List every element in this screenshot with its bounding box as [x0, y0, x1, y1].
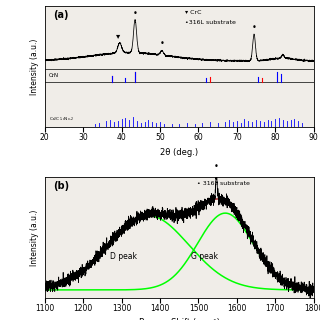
Text: $\mathrm{Cr_2C_{1\text{-}x}N_{x,2}}$: $\mathrm{Cr_2C_{1\text{-}x}N_{x,2}}$	[49, 116, 74, 123]
Text: •: •	[252, 23, 257, 32]
Text: CrN: CrN	[49, 73, 59, 78]
Text: (a): (a)	[53, 10, 68, 20]
Y-axis label: Intensity (a.u.): Intensity (a.u.)	[30, 38, 39, 95]
X-axis label: Raman Shift (cm⁻¹): Raman Shift (cm⁻¹)	[139, 318, 220, 320]
X-axis label: 2θ (deg.): 2θ (deg.)	[160, 148, 198, 156]
Y-axis label: Intensity (a.u.): Intensity (a.u.)	[30, 209, 39, 266]
Text: ▾: ▾	[116, 31, 120, 40]
Text: •: •	[132, 9, 138, 18]
Text: •316L substrate: •316L substrate	[185, 20, 236, 25]
Text: •: •	[159, 39, 164, 48]
Text: (b): (b)	[53, 181, 69, 191]
Text: D peak: D peak	[110, 252, 137, 261]
Text: ▾ CrC: ▾ CrC	[185, 10, 201, 15]
Text: G peak: G peak	[191, 252, 218, 261]
Text: • 316L substrate: • 316L substrate	[197, 181, 250, 186]
Text: •: •	[214, 162, 219, 171]
